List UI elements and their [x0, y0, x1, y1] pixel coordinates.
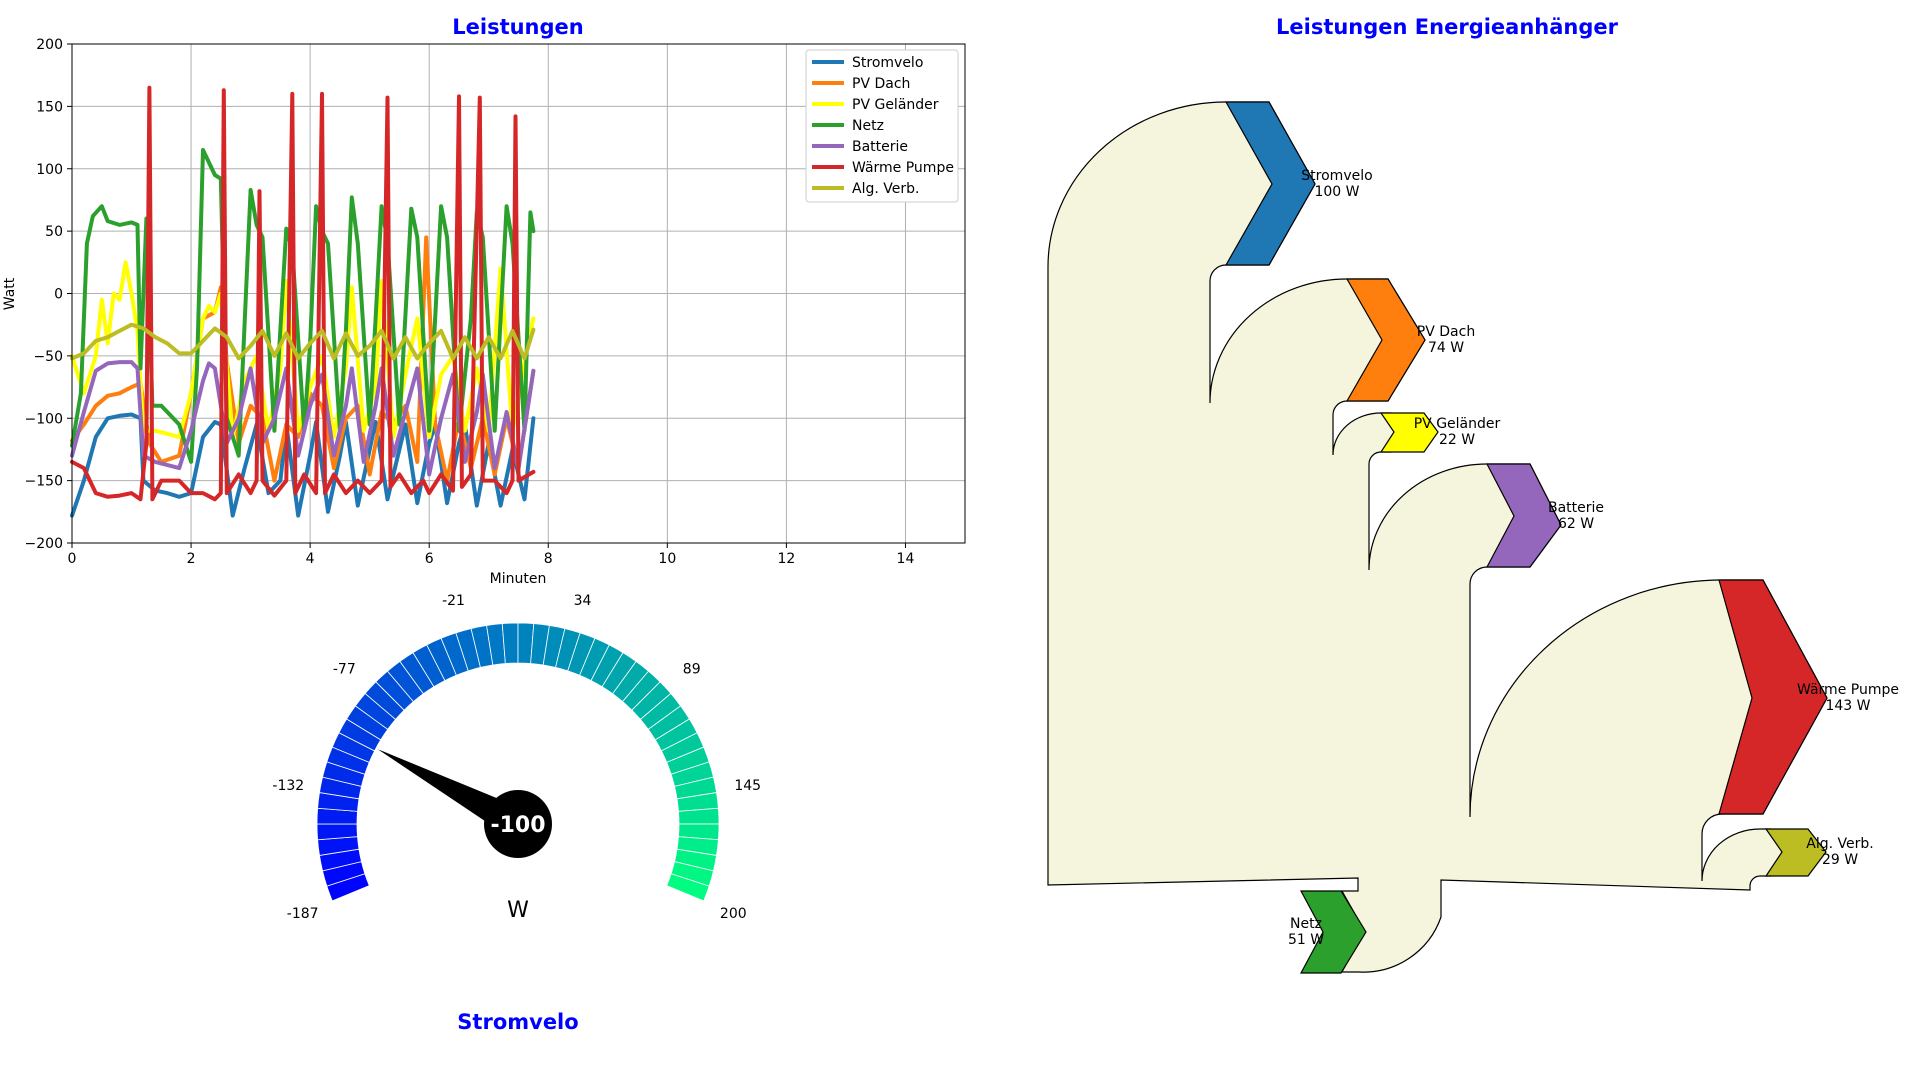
gauge-segment [501, 622, 519, 664]
series-line-5 [70, 85, 536, 502]
flow-name: Wärme Pumpe [1797, 682, 1899, 698]
y-tick-label: 50 [45, 224, 63, 240]
x-tick-label: 12 [777, 551, 795, 567]
x-tick-label: 8 [544, 551, 553, 567]
flow-value: 100 W [1314, 184, 1359, 200]
gauge-hub [484, 790, 552, 858]
legend-label: Alg. Verb. [852, 181, 919, 197]
y-tick-label: 150 [36, 99, 63, 115]
sankey-arrow-pv-dach [1345, 278, 1426, 402]
sankey-label-pv-dach: PV Dach 74 W [1417, 324, 1475, 356]
sankey-arrow-batterie [1486, 463, 1562, 568]
y-axis-label: Watt [2, 277, 18, 310]
sankey-label-stromvelo: Stromvelo 100 W [1301, 168, 1372, 200]
sankey-label-netz: Netz 51 W [1288, 916, 1324, 948]
flow-value: 51 W [1288, 932, 1324, 948]
gauge-title: Stromvelo [457, 1010, 578, 1034]
sankey-label-alg-verb: Alg. Verb. 29 W [1806, 836, 1873, 868]
gauge-tick-label: 200 [720, 906, 747, 922]
gauge-segment [678, 807, 720, 825]
flow-name: Alg. Verb. [1806, 836, 1873, 852]
y-tick-label: 0 [54, 287, 63, 303]
legend-label: Batterie [852, 139, 908, 155]
y-tick-label: 200 [36, 37, 63, 53]
flow-name: Batterie [1548, 500, 1604, 516]
sankey-arrow-netz [1299, 890, 1367, 974]
gauge-tick-label: 145 [734, 778, 761, 794]
x-tick-label: 4 [306, 551, 315, 567]
line-chart: Leistungen 0 2 4 6 8 10 12 14 200 150 100 50 0 −50 −1… [2, 15, 966, 587]
x-axis-label: Minuten [490, 571, 547, 587]
legend-label: Stromvelo [852, 55, 923, 71]
sankey-arrow-waerme-pumpe [1718, 579, 1828, 815]
x-tick-label: 14 [897, 551, 915, 567]
sankey-title: Leistungen Energieanhänger [1276, 15, 1619, 39]
x-tick-label: 10 [658, 551, 676, 567]
sankey-arrow-pv-gelaender [1379, 412, 1439, 453]
y-tick-label: 100 [36, 162, 63, 178]
gauge-tick-label: -21 [442, 593, 465, 609]
gauge-tick-label: 34 [574, 593, 592, 609]
legend-label: PV Geländer [852, 97, 939, 113]
y-tick-label: −100 [25, 411, 63, 427]
sankey-label-batterie: Batterie 62 W [1548, 500, 1604, 532]
gauge-segment [316, 823, 358, 841]
flow-value: 62 W [1558, 516, 1594, 532]
gauge-tick-label: -187 [287, 906, 319, 922]
series-line-6 [70, 322, 536, 361]
flow-name: PV Geländer [1414, 416, 1501, 432]
x-tick-label: 0 [68, 551, 77, 567]
flow-value: 29 W [1822, 852, 1858, 868]
sankey-label-pv-gelaender: PV Geländer 22 W [1414, 416, 1501, 448]
legend-label: PV Dach [852, 76, 910, 92]
x-ticks: 0 2 4 6 8 10 12 14 [68, 543, 915, 567]
gauge-tick-label: 89 [683, 662, 701, 678]
sankey-diagram: Leistungen Energieanhänger Stromvelo 100… [1047, 15, 1899, 974]
series-line-2 [70, 260, 536, 439]
gauge-arc [316, 622, 720, 902]
gauge-tick-label: -132 [272, 778, 304, 794]
y-tick-label: −50 [33, 349, 63, 365]
y-tick-label: −150 [25, 474, 63, 490]
x-tick-label: 2 [187, 551, 196, 567]
x-tick-label: 6 [425, 551, 434, 567]
gauge-unit: W [507, 898, 529, 923]
gauge-segment [666, 873, 710, 902]
gauge-tick-labels: -187 -132 -77 -21 34 89 145 200 [272, 593, 761, 922]
legend: Stromvelo PV Dach PV Geländer Netz Batterie W… [805, 49, 959, 203]
gauge-tick-label: -77 [333, 662, 356, 678]
sankey-arrow-stromvelo [1224, 101, 1316, 266]
gauge-value: -100 [490, 813, 545, 838]
flow-value: 143 W [1825, 698, 1870, 714]
series-lines [70, 85, 536, 518]
sankey-arrow-alg-verb [1764, 828, 1827, 877]
flow-value: 22 W [1439, 432, 1475, 448]
flow-name: Netz [1290, 916, 1322, 932]
sankey-body [1047, 101, 1828, 973]
legend-label: Netz [852, 118, 884, 134]
gauge: -187 -132 -77 -21 34 89 145 200 -100 W Stromvel… [272, 593, 761, 1034]
flow-name: Stromvelo [1301, 168, 1372, 184]
flow-name: PV Dach [1417, 324, 1475, 340]
y-tick-label: −200 [25, 536, 63, 552]
legend-frame [805, 49, 959, 203]
line-chart-title: Leistungen [452, 15, 584, 39]
y-ticks: 200 150 100 50 0 −50 −100 −150 −200 [25, 37, 72, 552]
sankey-label-waerme-pumpe: Wärme Pumpe 143 W [1797, 682, 1899, 714]
flow-value: 74 W [1428, 340, 1464, 356]
legend-label: Wärme Pumpe [852, 160, 954, 176]
